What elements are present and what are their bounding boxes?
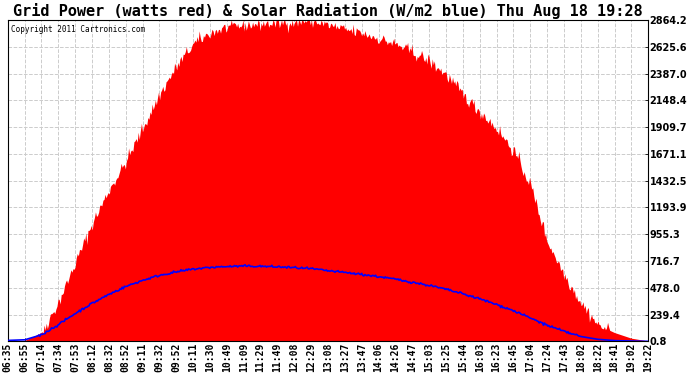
Title: Grid Power (watts red) & Solar Radiation (W/m2 blue) Thu Aug 18 19:28: Grid Power (watts red) & Solar Radiation… — [13, 3, 643, 19]
Text: Copyright 2011 Cartronics.com: Copyright 2011 Cartronics.com — [11, 25, 145, 34]
